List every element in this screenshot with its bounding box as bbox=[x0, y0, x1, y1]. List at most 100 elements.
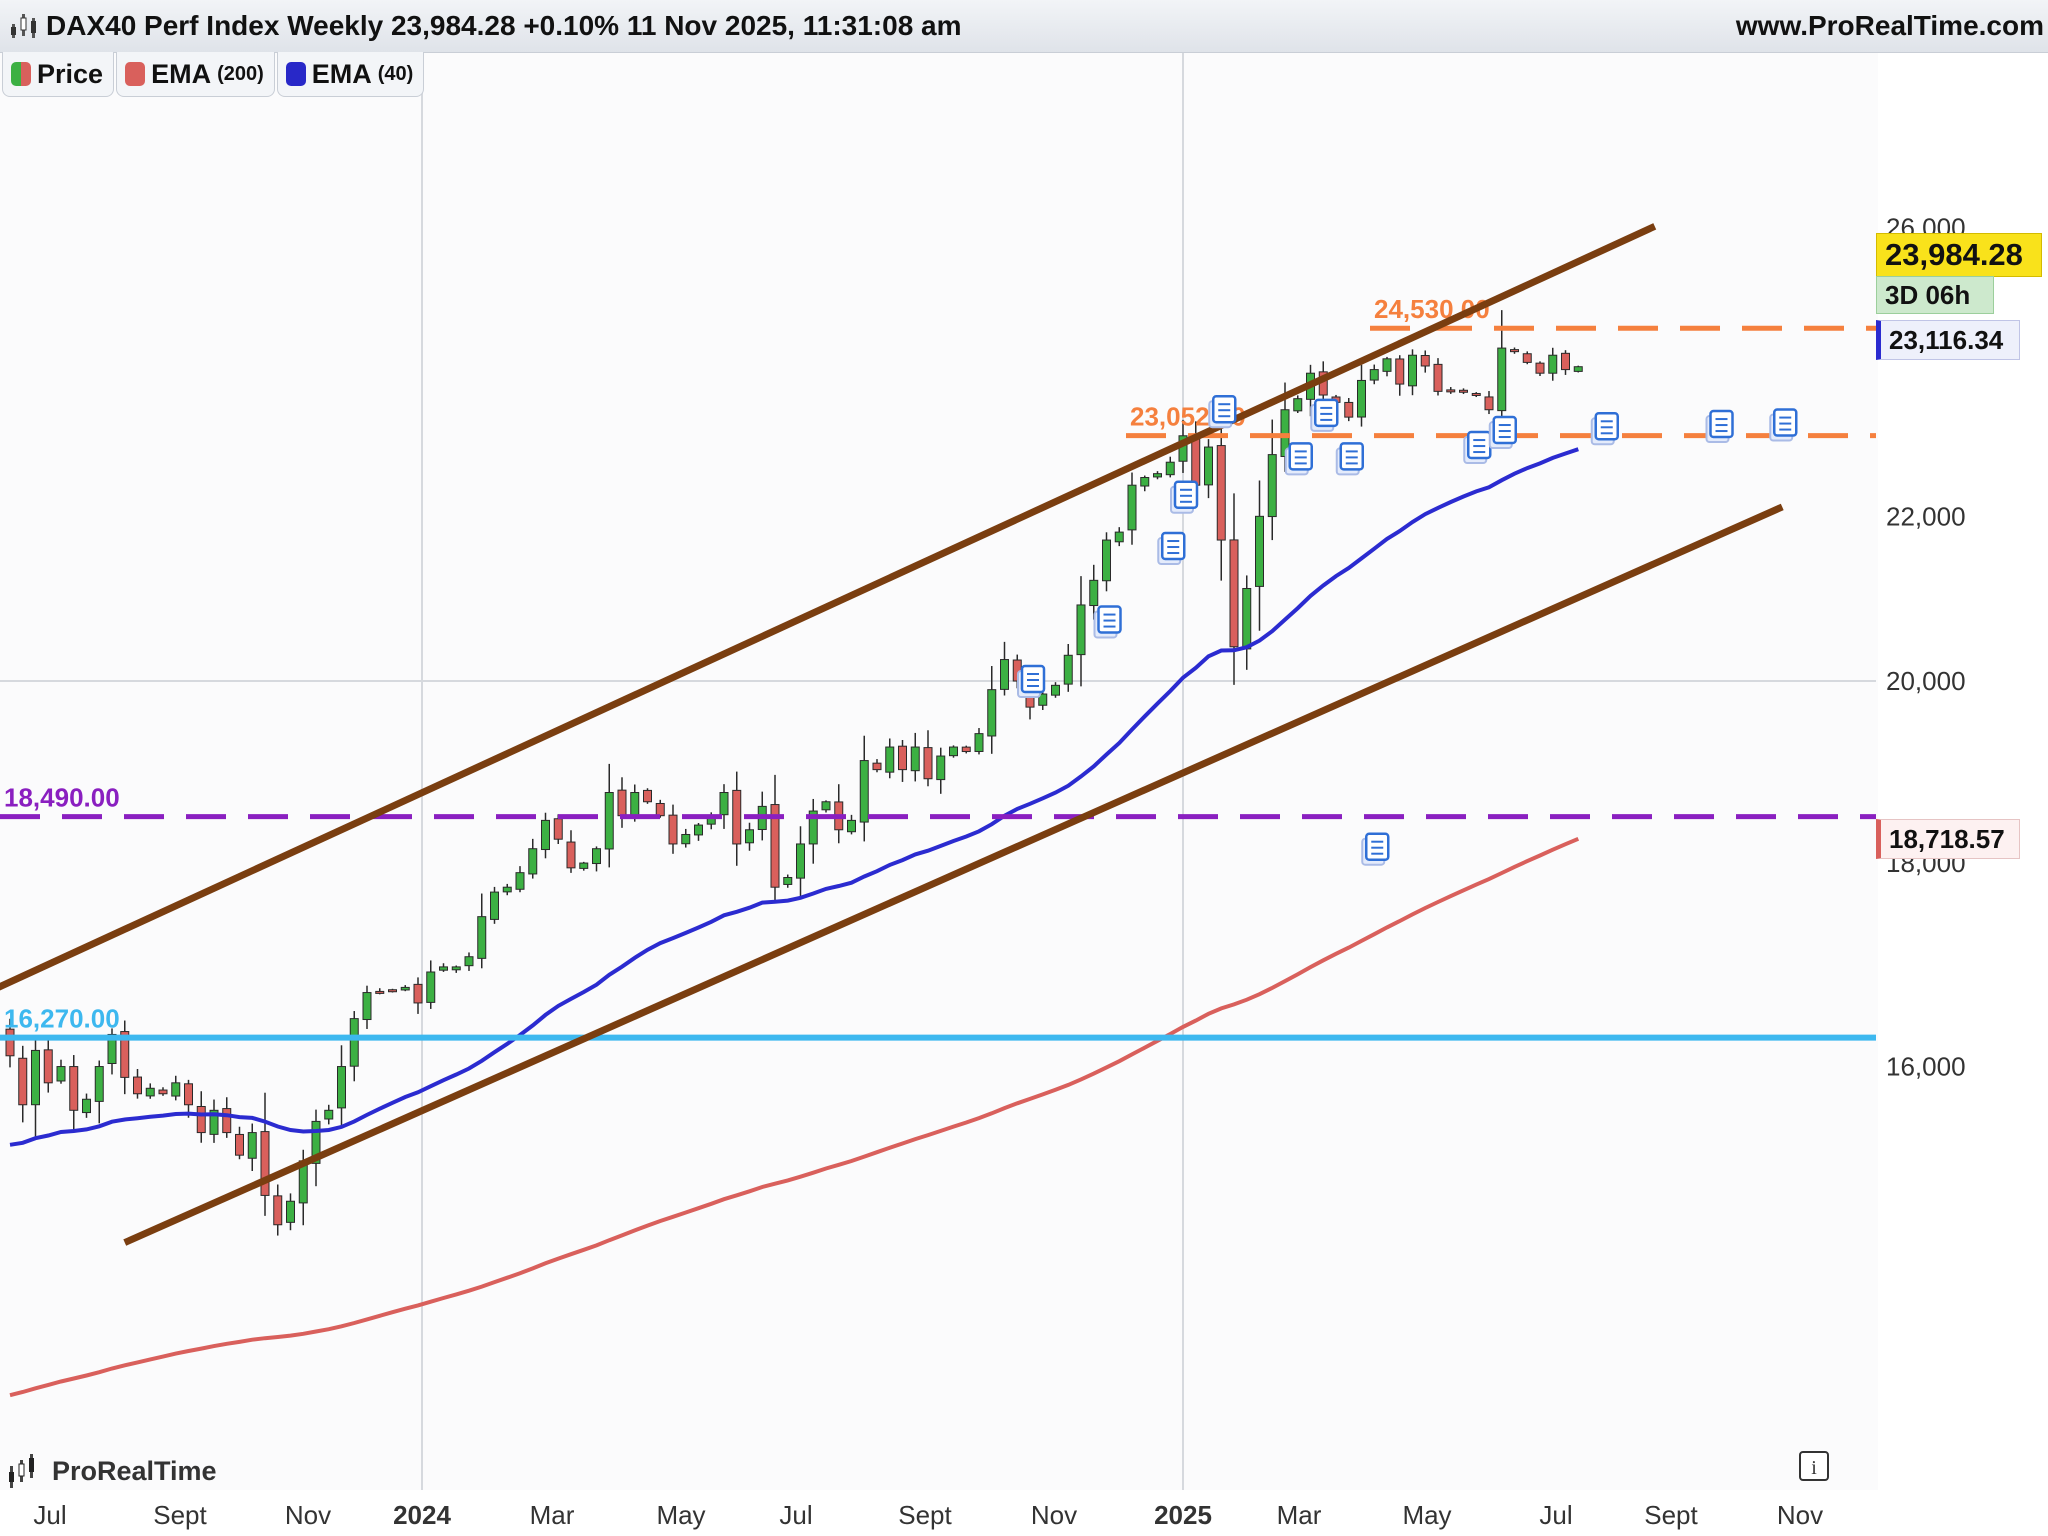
candle-body bbox=[745, 829, 754, 844]
candle-body bbox=[362, 992, 372, 1021]
legend-param: (200) bbox=[217, 62, 264, 85]
event-markers bbox=[1017, 394, 1798, 866]
candle-body bbox=[566, 841, 576, 869]
y-tick-label: 16,000 bbox=[1886, 1052, 1966, 1082]
candle-body bbox=[260, 1131, 270, 1196]
candle-body bbox=[1510, 349, 1519, 353]
document-icon bbox=[1463, 430, 1492, 465]
candle-body bbox=[1420, 355, 1430, 367]
candle-body bbox=[5, 1028, 15, 1057]
candle-body bbox=[1255, 515, 1264, 587]
candle-body bbox=[349, 1018, 359, 1067]
candle-body bbox=[490, 891, 499, 920]
ema40-line bbox=[9, 447, 1579, 1147]
candle-body bbox=[541, 819, 550, 851]
candle-body bbox=[1063, 654, 1073, 685]
info-icon[interactable]: i bbox=[1799, 1451, 1829, 1481]
candle-body bbox=[821, 801, 831, 811]
last-price-box: 23,984.28 bbox=[1876, 233, 2042, 277]
candle-body bbox=[1344, 401, 1354, 418]
candle-body bbox=[694, 824, 703, 836]
legend-item-price[interactable]: Price bbox=[2, 52, 115, 97]
candle-body bbox=[94, 1066, 104, 1102]
legend-label: EMA bbox=[311, 58, 372, 89]
x-tick-label: Mar bbox=[530, 1500, 575, 1530]
watermark-text: ProRealTime bbox=[52, 1456, 217, 1486]
candle-body bbox=[324, 1109, 334, 1120]
x-tick-label: 2024 bbox=[393, 1500, 451, 1530]
candle-body bbox=[987, 689, 997, 737]
candle-body bbox=[158, 1089, 168, 1095]
x-tick-label: Sept bbox=[898, 1500, 952, 1530]
candle-body bbox=[1204, 446, 1213, 486]
candle-body bbox=[1038, 693, 1048, 706]
candle-body bbox=[388, 989, 397, 993]
candlestick-app-icon bbox=[11, 14, 36, 38]
candle-body bbox=[923, 747, 933, 780]
candle-body bbox=[592, 848, 601, 865]
candle-body bbox=[426, 971, 436, 1003]
ema200-color-swatch bbox=[125, 62, 146, 86]
candle-body bbox=[643, 789, 652, 803]
ema200-line bbox=[9, 836, 1580, 1398]
site-url[interactable]: www.ProRealTime.com bbox=[1735, 10, 2044, 41]
ema40-color-swatch bbox=[285, 62, 306, 86]
ema200-price-box: 18,718.57 bbox=[1876, 819, 2020, 859]
candle-body bbox=[1102, 539, 1111, 582]
candle-body bbox=[885, 746, 895, 773]
candle-body bbox=[1127, 484, 1137, 531]
candle-body bbox=[1293, 398, 1303, 412]
legend: Price EMA (200) EMA (40) bbox=[0, 52, 425, 100]
chart-title: DAX40 Perf Index Weekly 23,984.28 +0.10%… bbox=[46, 10, 962, 41]
candle-body bbox=[1408, 354, 1417, 387]
candle-body bbox=[961, 746, 971, 753]
candle-body bbox=[1357, 379, 1366, 418]
document-icon bbox=[1093, 605, 1122, 639]
legend-item-ema40[interactable]: EMA (40) bbox=[276, 52, 425, 97]
candle-body bbox=[400, 986, 410, 991]
document-icon bbox=[1335, 442, 1364, 476]
candle-body bbox=[171, 1082, 181, 1097]
candle-body bbox=[1369, 369, 1379, 381]
candle-body bbox=[617, 789, 627, 817]
candle-body bbox=[1000, 659, 1009, 690]
candle-body bbox=[1114, 531, 1124, 543]
ema40-series bbox=[9, 447, 1579, 1147]
candle-body bbox=[1191, 436, 1201, 486]
candle-body bbox=[1459, 389, 1468, 393]
candle-body bbox=[783, 877, 793, 885]
watermark-candles-icon bbox=[9, 1454, 34, 1488]
candle-body bbox=[413, 983, 423, 1004]
candle-body bbox=[528, 848, 538, 875]
candle-body bbox=[1229, 539, 1239, 648]
candle-body bbox=[235, 1133, 244, 1156]
trend-channel-upper bbox=[0, 223, 1657, 991]
level-label: 16,270.00 bbox=[4, 1004, 120, 1034]
candle-body bbox=[719, 792, 729, 816]
candle-body bbox=[1484, 396, 1494, 411]
candle-body bbox=[209, 1109, 219, 1135]
chart-header: DAX40 Perf Index Weekly 23,984.28 +0.10%… bbox=[0, 0, 2048, 53]
x-tick-label: Jul bbox=[33, 1500, 66, 1530]
candle-body bbox=[120, 1031, 130, 1078]
candle-body bbox=[18, 1057, 28, 1106]
legend-item-ema200[interactable]: EMA (200) bbox=[116, 52, 275, 97]
candle-body bbox=[1497, 347, 1507, 412]
candle-body bbox=[247, 1132, 257, 1159]
candle-body bbox=[630, 792, 640, 818]
candle-body bbox=[1076, 604, 1086, 656]
candle-body bbox=[477, 916, 487, 959]
candle-body bbox=[655, 802, 665, 817]
candle-body bbox=[196, 1105, 206, 1134]
candle-body bbox=[898, 745, 907, 771]
candle-body bbox=[1051, 684, 1060, 696]
candle-body bbox=[145, 1087, 155, 1097]
candle-body bbox=[732, 789, 742, 845]
x-tick-label: 2025 bbox=[1154, 1500, 1212, 1530]
candle-body bbox=[502, 886, 512, 893]
candle-body bbox=[286, 1200, 295, 1223]
candle-body bbox=[910, 746, 920, 772]
x-tick-label: Nov bbox=[285, 1500, 331, 1530]
